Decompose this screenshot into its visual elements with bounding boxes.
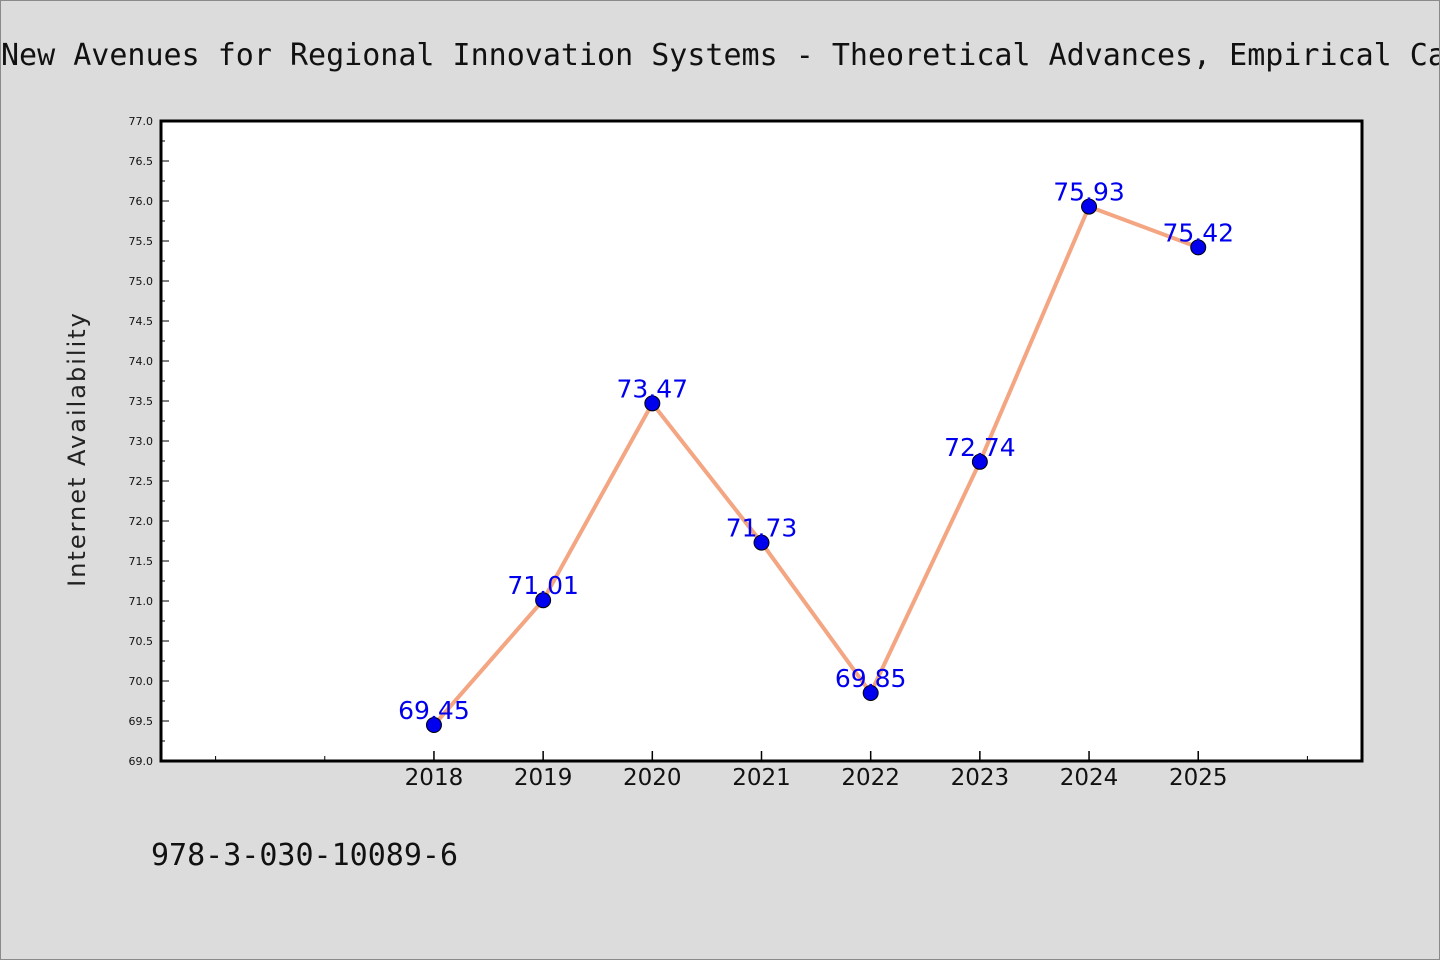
- data-label: 71.73: [726, 514, 798, 543]
- data-label: 75.42: [1162, 218, 1234, 247]
- y-tick-label: 73.0: [129, 435, 154, 448]
- x-tick-label: 2023: [951, 765, 1010, 791]
- x-tick-label: 2021: [732, 765, 791, 791]
- data-label: 72.74: [944, 433, 1016, 462]
- data-point: [1081, 198, 1098, 215]
- y-tick-label: 77.0: [129, 115, 154, 128]
- y-tick-label: 70.0: [129, 675, 154, 688]
- x-tick-label: 2024: [1060, 765, 1119, 791]
- x-tick-label: 2020: [623, 765, 682, 791]
- data-point: [971, 453, 988, 470]
- series-layer: [425, 198, 1207, 733]
- y-axis-label: Internet Availability: [63, 311, 91, 587]
- y-tick-label: 72.0: [129, 515, 154, 528]
- x-tick-label: 2025: [1169, 765, 1228, 791]
- data-point: [425, 717, 442, 733]
- x-tick-label: 2018: [405, 765, 464, 791]
- y-tick-label: 73.5: [129, 395, 154, 408]
- x-tick-label: 2019: [514, 765, 573, 791]
- y-tick-label: 74.0: [129, 355, 154, 368]
- chart-title: New Avenues for Regional Innovation Syst…: [1, 38, 1440, 73]
- y-tick-label: 69.0: [129, 755, 154, 768]
- data-point: [535, 592, 552, 609]
- y-tick-label: 72.5: [129, 475, 154, 488]
- series-line: [432, 204, 1201, 727]
- plot-area: [159, 119, 1364, 763]
- y-tick-label: 71.0: [129, 595, 154, 608]
- data-labels: 69.45 71.01 73.47 71.73 69.85 72.74 75.93 75.42: [398, 178, 1234, 725]
- data-label: 69.85: [835, 664, 907, 693]
- data-point: [644, 395, 661, 412]
- footer-isbn: 978-3-030-10089-6: [151, 838, 458, 873]
- y-tick-label: 69.5: [129, 715, 154, 728]
- data-label: 71.01: [507, 571, 579, 600]
- data-point: [862, 685, 879, 701]
- data-label: 75.93: [1053, 178, 1125, 207]
- y-tick-label: 71.5: [129, 555, 154, 568]
- y-tick-label: 76.5: [129, 155, 154, 168]
- x-axis: 2018 2019 2020 2021 2022 2023 2024 2025: [215, 751, 1308, 791]
- x-tick-label: 2022: [841, 765, 900, 791]
- data-point: [753, 534, 770, 551]
- y-tick-label: 75.5: [129, 235, 154, 248]
- y-tick-label: 75.0: [129, 275, 154, 288]
- y-tick-label: 70.5: [129, 635, 154, 648]
- y-tick-label: 74.5: [129, 315, 154, 328]
- y-tick-label: 76.0: [129, 195, 154, 208]
- y-axis: 69.0 69.5 70.0 70.5 71.0 71.5 72.0 72.5 73.0 73.5…: [129, 115, 169, 768]
- data-label: 69.45: [398, 696, 470, 725]
- data-point: [1190, 239, 1207, 256]
- data-label: 73.47: [617, 374, 689, 403]
